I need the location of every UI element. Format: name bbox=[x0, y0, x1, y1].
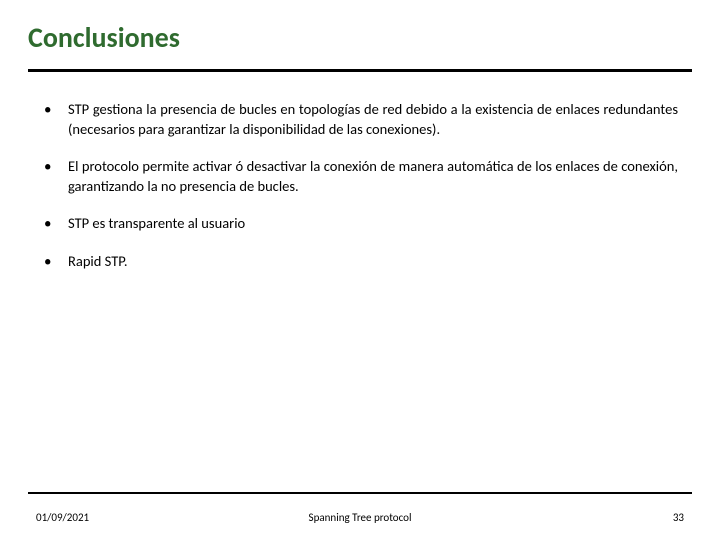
footer-rule bbox=[28, 492, 692, 494]
list-item: STP gestiona la presencia de bucles en t… bbox=[42, 100, 678, 139]
page-title: Conclusiones bbox=[28, 20, 692, 55]
list-item: STP es transparente al usuario bbox=[42, 214, 678, 234]
slide: Conclusiones STP gestiona la presencia d… bbox=[0, 0, 720, 540]
footer-date: 01/09/2021 bbox=[36, 511, 89, 524]
title-wrap: Conclusiones bbox=[0, 0, 720, 63]
footer: 01/09/2021 Spanning Tree protocol 33 bbox=[0, 504, 720, 524]
footer-center: Spanning Tree protocol bbox=[309, 511, 412, 524]
list-item: Rapid STP. bbox=[42, 252, 678, 272]
body: STP gestiona la presencia de bucles en t… bbox=[0, 72, 720, 271]
list-item: El protocolo permite activar ó desactiva… bbox=[42, 157, 678, 196]
bullet-list: STP gestiona la presencia de bucles en t… bbox=[42, 100, 678, 271]
footer-page: 33 bbox=[673, 511, 684, 524]
